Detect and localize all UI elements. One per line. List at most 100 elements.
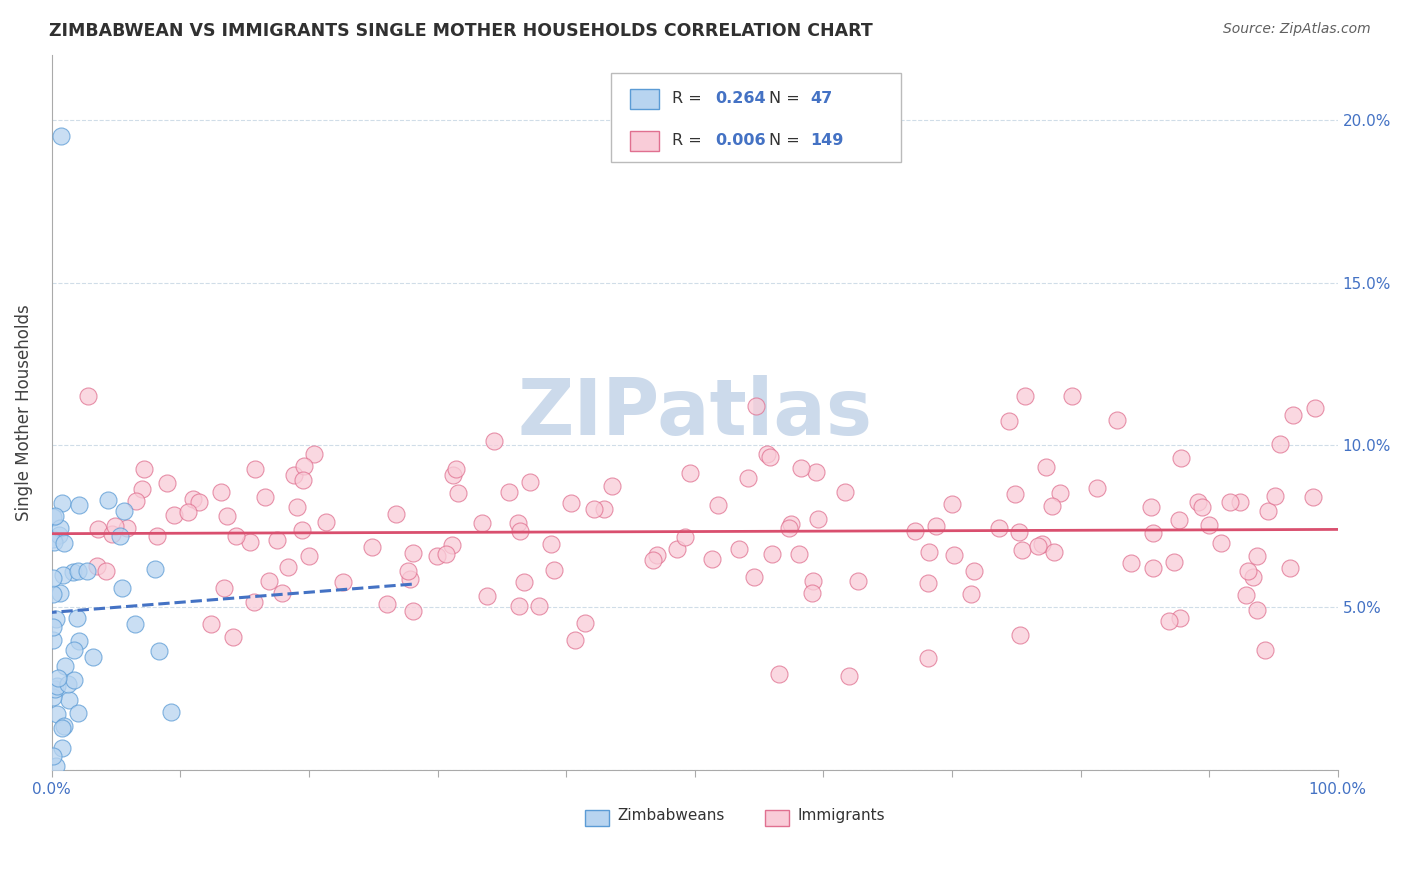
Point bbox=[641, 553, 664, 567]
Text: N =: N = bbox=[769, 133, 806, 148]
Point bbox=[1246, 549, 1268, 563]
Point bbox=[42, 510, 65, 524]
Point bbox=[48, 585, 70, 599]
Bar bbox=[765, 810, 789, 826]
Bar bbox=[585, 810, 609, 826]
Point bbox=[239, 534, 262, 549]
Point bbox=[66, 611, 89, 625]
Point bbox=[1303, 401, 1326, 415]
Point bbox=[181, 492, 204, 507]
Point bbox=[1237, 564, 1260, 578]
Point bbox=[506, 516, 529, 531]
Point bbox=[125, 494, 148, 508]
Point bbox=[385, 507, 408, 521]
Point bbox=[943, 548, 966, 562]
Point bbox=[58, 693, 80, 707]
Point bbox=[1168, 513, 1191, 527]
Point bbox=[1107, 412, 1129, 426]
Point bbox=[543, 563, 565, 577]
Point bbox=[76, 564, 98, 578]
Text: N =: N = bbox=[769, 91, 806, 106]
Text: Immigrants: Immigrants bbox=[797, 808, 886, 823]
Point bbox=[645, 548, 668, 562]
Point bbox=[761, 547, 783, 561]
Point bbox=[112, 503, 135, 517]
Point bbox=[67, 634, 90, 648]
Point bbox=[903, 524, 925, 538]
Point bbox=[1229, 495, 1251, 509]
Point bbox=[1031, 537, 1053, 551]
Point bbox=[807, 512, 830, 526]
Point bbox=[97, 493, 120, 508]
Point bbox=[679, 467, 702, 481]
Point bbox=[375, 598, 398, 612]
Point bbox=[498, 485, 520, 500]
Point bbox=[665, 541, 688, 556]
Point bbox=[209, 484, 232, 499]
Text: R =: R = bbox=[672, 133, 706, 148]
Bar bbox=[630, 131, 659, 151]
Point bbox=[1042, 545, 1064, 559]
Point bbox=[1062, 389, 1084, 403]
Point bbox=[444, 462, 467, 476]
Point bbox=[44, 534, 66, 549]
Point bbox=[1302, 491, 1324, 505]
Point bbox=[787, 548, 810, 562]
Point bbox=[163, 508, 186, 523]
Point bbox=[42, 532, 65, 546]
Point bbox=[360, 540, 382, 554]
Point bbox=[42, 571, 65, 585]
Point bbox=[998, 414, 1021, 428]
Point bbox=[44, 509, 66, 524]
Point bbox=[94, 564, 117, 578]
Point bbox=[291, 524, 314, 538]
Point bbox=[131, 483, 153, 497]
Point bbox=[593, 502, 616, 516]
Point bbox=[1035, 460, 1057, 475]
Point bbox=[66, 706, 89, 721]
Point bbox=[441, 538, 464, 552]
Point bbox=[45, 758, 67, 772]
Point bbox=[1008, 525, 1031, 540]
Point bbox=[1234, 588, 1257, 602]
Point bbox=[1198, 517, 1220, 532]
Y-axis label: Single Mother Households: Single Mother Households bbox=[15, 304, 32, 521]
Point bbox=[1281, 409, 1303, 423]
Point bbox=[67, 499, 90, 513]
Point bbox=[846, 574, 869, 588]
Point bbox=[51, 721, 73, 735]
Point bbox=[63, 673, 86, 687]
Point bbox=[519, 475, 541, 490]
Point bbox=[66, 565, 89, 579]
Point bbox=[53, 719, 76, 733]
Point bbox=[742, 570, 765, 584]
Point bbox=[475, 589, 498, 603]
Point bbox=[962, 564, 984, 578]
Point bbox=[600, 479, 623, 493]
Point bbox=[297, 549, 319, 564]
Point bbox=[582, 501, 605, 516]
Text: ZIPatlas: ZIPatlas bbox=[517, 375, 872, 450]
Point bbox=[759, 450, 782, 465]
Point bbox=[146, 529, 169, 543]
Point bbox=[1008, 628, 1031, 642]
Point bbox=[1278, 561, 1301, 575]
Point bbox=[245, 462, 267, 476]
Point bbox=[51, 495, 73, 509]
Point bbox=[292, 473, 315, 487]
Point bbox=[702, 552, 724, 566]
Point bbox=[941, 497, 963, 511]
Point bbox=[1119, 556, 1142, 570]
Point bbox=[104, 519, 127, 533]
Point bbox=[1257, 503, 1279, 517]
Point bbox=[42, 633, 65, 648]
Point bbox=[728, 542, 751, 557]
Point bbox=[527, 599, 550, 613]
Point bbox=[143, 562, 166, 576]
Point bbox=[398, 572, 420, 586]
Point bbox=[48, 528, 70, 542]
Point bbox=[111, 581, 134, 595]
Point bbox=[1264, 489, 1286, 503]
Point bbox=[1004, 487, 1026, 501]
Point bbox=[270, 586, 292, 600]
